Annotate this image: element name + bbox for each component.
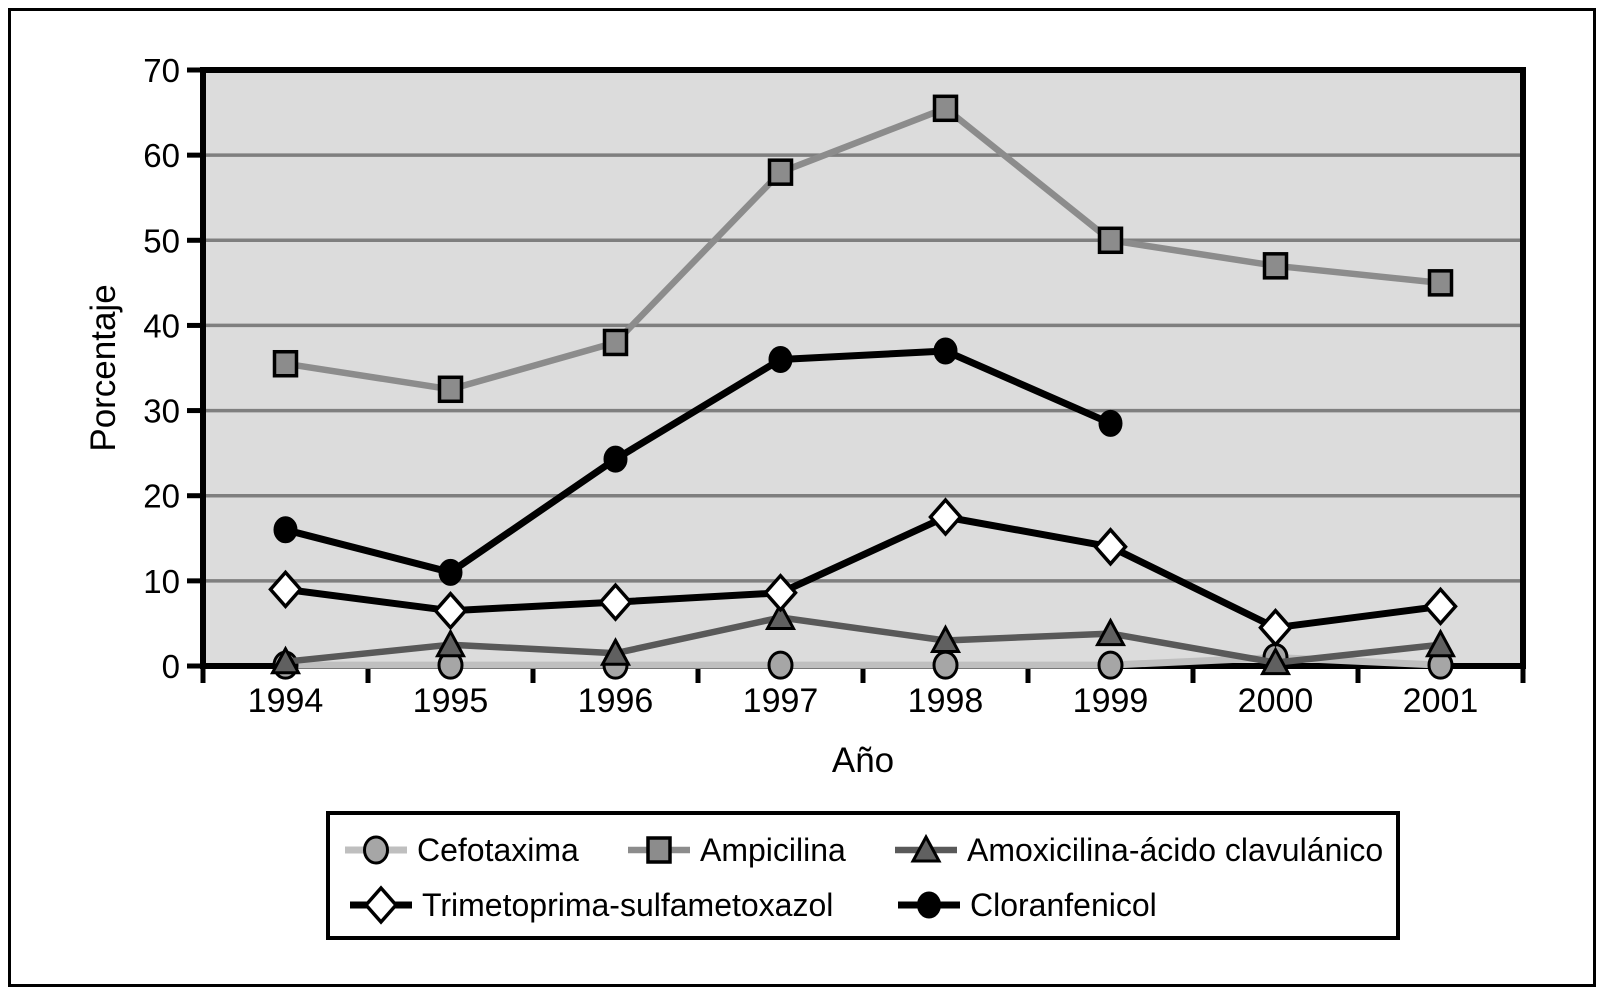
data-point-marker	[433, 591, 468, 631]
data-point-marker	[598, 582, 633, 622]
x-tick-label: 1995	[413, 682, 489, 720]
data-point-marker	[599, 637, 632, 666]
data-point-marker	[1097, 650, 1124, 680]
data-point-marker	[269, 645, 302, 675]
data-point-marker	[929, 624, 962, 653]
legend-item-label: Amoxicilina-ácido clavulánico	[967, 832, 1383, 868]
legend-marker	[917, 891, 941, 919]
x-tick-label: 2000	[1238, 682, 1314, 720]
series-line-cloranfenicol	[282, 347, 1114, 576]
y-tick-label: 70	[143, 52, 180, 89]
data-point-marker	[767, 158, 794, 186]
data-point-marker	[1424, 628, 1457, 658]
series-line-amoxicilina-cido-clavul-nico	[282, 614, 1444, 666]
legend-marker	[910, 833, 942, 863]
legend-item-label: Ampicilina	[700, 832, 846, 868]
data-point-marker	[932, 650, 959, 680]
legend-marker	[363, 835, 389, 865]
y-tick-label: 60	[143, 137, 180, 174]
data-point-marker	[602, 328, 629, 357]
data-point-marker	[437, 375, 464, 404]
data-point-marker	[932, 94, 959, 123]
data-point-marker	[767, 650, 794, 680]
series-line-trimetoprima-sulfametoxazol	[282, 513, 1444, 632]
data-point-marker	[1423, 586, 1458, 627]
data-point-marker	[434, 628, 467, 658]
legend-marker	[363, 885, 399, 925]
data-point-marker	[1093, 527, 1128, 567]
x-axis-title: Año	[832, 741, 894, 780]
x-tick-label: 1998	[908, 682, 984, 720]
data-point-marker	[933, 337, 958, 365]
y-tick-label: 10	[143, 563, 180, 600]
y-tick-label: 50	[143, 222, 180, 259]
legend-item-label: Cefotaxima	[417, 832, 579, 868]
data-point-marker	[764, 601, 797, 630]
y-tick-label: 0	[162, 648, 180, 685]
series-line-ampicilina	[282, 105, 1444, 393]
data-point-marker	[928, 497, 963, 537]
data-point-marker	[763, 573, 798, 613]
legend-marker	[646, 836, 672, 864]
legend-item-label: Cloranfenicol	[970, 887, 1157, 923]
legend-box	[326, 811, 1400, 940]
data-point-marker	[1094, 617, 1127, 647]
x-tick-label: 1997	[743, 682, 819, 720]
y-tick-label: 20	[143, 478, 180, 515]
x-tick-label: 1996	[578, 682, 654, 720]
data-point-marker	[1258, 608, 1293, 648]
data-point-marker	[603, 445, 628, 473]
data-point-marker	[273, 516, 298, 544]
data-point-marker	[1097, 226, 1124, 255]
x-tick-label: 1994	[248, 682, 324, 720]
y-tick-label: 30	[143, 393, 180, 430]
figure-border	[8, 8, 1596, 987]
data-point-marker	[438, 558, 463, 586]
y-tick-label: 40	[143, 307, 180, 344]
data-point-marker	[1098, 409, 1123, 437]
x-tick-label: 1999	[1073, 682, 1149, 720]
data-point-marker	[268, 569, 303, 610]
data-point-marker	[1262, 252, 1289, 280]
data-point-marker	[768, 345, 793, 373]
data-point-marker	[1427, 269, 1454, 297]
plot-area	[203, 70, 1523, 666]
data-point-marker	[1259, 646, 1292, 676]
legend-item-label: Trimetoprima-sulfametoxazol	[422, 887, 833, 923]
y-axis-title: Porcentaje	[84, 284, 123, 451]
x-tick-label: 2001	[1403, 682, 1479, 720]
data-point-marker	[272, 349, 299, 378]
